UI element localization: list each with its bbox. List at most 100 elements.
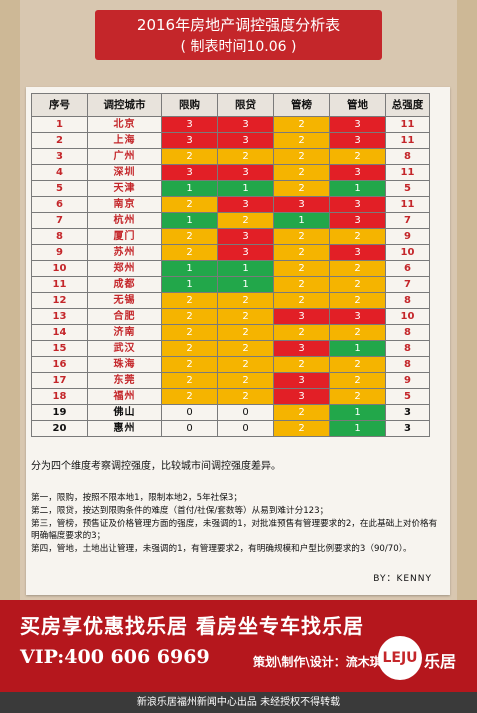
header-purchase-limit: 限购 bbox=[161, 93, 218, 117]
level-cell: 1 bbox=[273, 212, 330, 229]
table-row: 20 惠州 0 0 2 1 3 bbox=[31, 420, 430, 437]
row-total: 9 bbox=[385, 372, 430, 389]
table-row: 10 郑州 1 1 2 2 6 bbox=[31, 260, 430, 277]
row-total: 8 bbox=[385, 292, 430, 309]
row-city: 惠州 bbox=[87, 420, 162, 437]
level-cell: 2 bbox=[329, 324, 386, 341]
row-total: 7 bbox=[385, 276, 430, 293]
level-cell: 2 bbox=[161, 372, 218, 389]
level-cell: 2 bbox=[161, 148, 218, 165]
level-cell: 3 bbox=[161, 164, 218, 181]
level-cell: 3 bbox=[273, 196, 330, 213]
row-city: 珠海 bbox=[87, 356, 162, 373]
level-cell: 0 bbox=[217, 404, 274, 421]
level-cell: 2 bbox=[217, 308, 274, 325]
row-city: 南京 bbox=[87, 196, 162, 213]
ad-hotline: VIP:400 606 6969 bbox=[20, 646, 210, 668]
table-row: 15 武汉 2 2 3 1 8 bbox=[31, 340, 430, 357]
row-city: 济南 bbox=[87, 324, 162, 341]
table-body: 1 北京 3 3 2 3 11 2 上海 3 3 2 3 11 3 广州 2 2 2 2 8 4 深圳 3 3 2 3 11 5 天津 1 1… bbox=[31, 116, 430, 437]
row-city: 武汉 bbox=[87, 340, 162, 357]
row-index: 7 bbox=[31, 212, 88, 229]
level-cell: 0 bbox=[161, 420, 218, 437]
table-row: 6 南京 2 3 3 3 11 bbox=[31, 196, 430, 213]
level-cell: 3 bbox=[217, 164, 274, 181]
table-row: 14 济南 2 2 2 2 8 bbox=[31, 324, 430, 341]
table-row: 9 苏州 2 3 2 3 10 bbox=[31, 244, 430, 261]
level-cell: 1 bbox=[161, 276, 218, 293]
level-cell: 1 bbox=[329, 340, 386, 357]
level-cell: 2 bbox=[217, 356, 274, 373]
design-credit: 策划\制作\设计：流木琪 bbox=[253, 655, 382, 669]
level-cell: 1 bbox=[217, 260, 274, 277]
level-cell: 1 bbox=[329, 180, 386, 197]
row-city: 苏州 bbox=[87, 244, 162, 261]
level-cell: 1 bbox=[161, 212, 218, 229]
level-cell: 3 bbox=[329, 244, 386, 261]
level-cell: 2 bbox=[329, 292, 386, 309]
level-cell: 2 bbox=[329, 228, 386, 245]
level-cell: 2 bbox=[217, 292, 274, 309]
page-subtitle: ( 制表时间10.06 ) bbox=[180, 39, 297, 55]
logo-text: 乐居 bbox=[424, 652, 457, 671]
level-cell: 2 bbox=[329, 388, 386, 405]
table-row: 2 上海 3 3 2 3 11 bbox=[31, 132, 430, 149]
header-index: 序号 bbox=[31, 93, 88, 117]
level-cell: 3 bbox=[273, 308, 330, 325]
table-row: 18 福州 2 2 3 2 5 bbox=[31, 388, 430, 405]
row-index: 18 bbox=[31, 388, 88, 405]
level-cell: 2 bbox=[329, 260, 386, 277]
table-row: 3 广州 2 2 2 2 8 bbox=[31, 148, 430, 165]
page-title: 2016年房地产调控强度分析表 bbox=[136, 16, 341, 34]
level-cell: 2 bbox=[161, 388, 218, 405]
level-cell: 2 bbox=[161, 324, 218, 341]
row-index: 10 bbox=[31, 260, 88, 277]
row-index: 1 bbox=[31, 116, 88, 133]
row-total: 11 bbox=[385, 132, 430, 149]
row-total: 8 bbox=[385, 340, 430, 357]
level-cell: 3 bbox=[329, 164, 386, 181]
row-city: 广州 bbox=[87, 148, 162, 165]
level-cell: 2 bbox=[273, 276, 330, 293]
row-city: 深圳 bbox=[87, 164, 162, 181]
row-index: 4 bbox=[31, 164, 88, 181]
row-city: 合肥 bbox=[87, 308, 162, 325]
row-index: 6 bbox=[31, 196, 88, 213]
level-cell: 3 bbox=[329, 116, 386, 133]
row-city: 郑州 bbox=[87, 260, 162, 277]
level-cell: 2 bbox=[217, 340, 274, 357]
level-cell: 2 bbox=[161, 292, 218, 309]
row-city: 天津 bbox=[87, 180, 162, 197]
level-cell: 2 bbox=[161, 340, 218, 357]
level-cell: 2 bbox=[329, 148, 386, 165]
level-cell: 1 bbox=[329, 420, 386, 437]
table-card: 序号 调控城市 限购 限贷 管榜 管地 总强度 1 北京 3 3 2 3 11 2 上海 3 3 2 3… bbox=[26, 87, 450, 595]
row-total: 6 bbox=[385, 260, 430, 277]
row-total: 7 bbox=[385, 212, 430, 229]
level-cell: 3 bbox=[161, 132, 218, 149]
level-cell: 2 bbox=[273, 420, 330, 437]
row-city: 杭州 bbox=[87, 212, 162, 229]
row-total: 10 bbox=[385, 244, 430, 261]
level-cell: 2 bbox=[217, 212, 274, 229]
row-total: 8 bbox=[385, 148, 430, 165]
level-cell: 2 bbox=[273, 324, 330, 341]
row-total: 10 bbox=[385, 308, 430, 325]
row-city: 成都 bbox=[87, 276, 162, 293]
level-cell: 2 bbox=[273, 260, 330, 277]
row-index: 19 bbox=[31, 404, 88, 421]
author-credit: BY：KENNY bbox=[373, 574, 432, 584]
level-cell: 2 bbox=[217, 324, 274, 341]
level-cell: 2 bbox=[273, 292, 330, 309]
row-index: 17 bbox=[31, 372, 88, 389]
level-cell: 1 bbox=[161, 260, 218, 277]
level-cell: 3 bbox=[329, 212, 386, 229]
level-cell: 2 bbox=[273, 356, 330, 373]
level-cell: 1 bbox=[217, 276, 274, 293]
row-index: 20 bbox=[31, 420, 88, 437]
level-cell: 2 bbox=[273, 244, 330, 261]
table-row: 8 厦门 2 3 2 2 9 bbox=[31, 228, 430, 245]
level-cell: 3 bbox=[273, 340, 330, 357]
row-total: 9 bbox=[385, 228, 430, 245]
background-right bbox=[457, 0, 477, 713]
